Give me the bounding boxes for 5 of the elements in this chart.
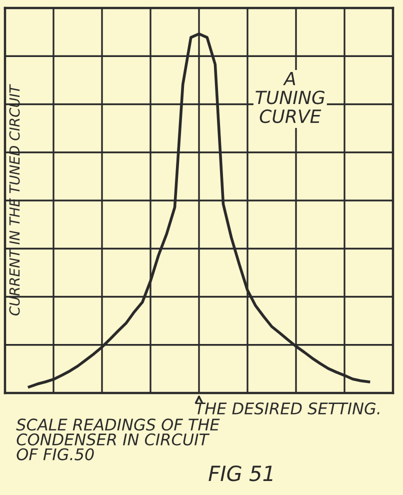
y-axis-title: CURRENT IN THE TUNED CIRCUIT [9, 84, 20, 316]
caption: FIG 51 [208, 465, 272, 482]
text: THE DESIRED SETTING. [196, 402, 380, 414]
x-axis-title: SCALE READINGS OF THE CONDENSER IN CIRCUIT OF FIG.50 [16, 418, 220, 460]
annotation: A TUNING CURVE [256, 72, 325, 124]
